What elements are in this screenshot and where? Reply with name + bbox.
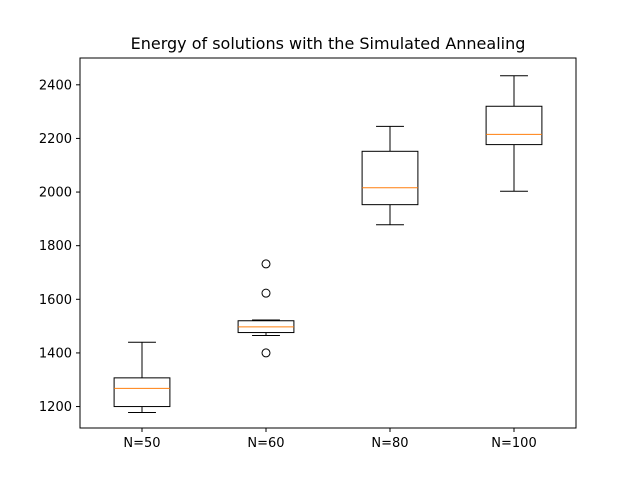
iqr-box xyxy=(113,377,171,408)
plot-marks xyxy=(113,75,543,413)
y-tick-label: 2200 xyxy=(39,132,72,147)
box-group-4 xyxy=(485,75,543,192)
y-tick-label: 1600 xyxy=(39,293,72,308)
x-tick-label: N=50 xyxy=(123,436,160,451)
box-group-3 xyxy=(361,125,419,226)
y-tick-label: 2000 xyxy=(39,186,72,201)
outlier-point xyxy=(261,259,271,269)
outlier-point xyxy=(261,288,271,298)
y-tick-label: 2400 xyxy=(39,78,72,93)
plot-frame xyxy=(79,57,577,429)
chart-title: Energy of solutions with the Simulated A… xyxy=(131,34,526,53)
outlier-point xyxy=(261,348,271,358)
box-group-2 xyxy=(237,259,295,358)
iqr-box xyxy=(485,105,543,146)
y-tick-label: 1200 xyxy=(39,400,72,415)
y-tick-label: 1400 xyxy=(39,346,72,361)
x-tick-label: N=80 xyxy=(371,436,408,451)
x-tick-label: N=60 xyxy=(247,436,284,451)
box-group-1 xyxy=(113,341,171,413)
y-axis: 1200 1400 1600 1800 2000 2200 2400 xyxy=(39,78,80,415)
iqr-box xyxy=(361,150,419,206)
y-tick-label: 1800 xyxy=(39,239,72,254)
x-axis: N=50 N=60 N=80 N=100 xyxy=(123,428,537,451)
x-tick-label: N=100 xyxy=(491,436,536,451)
